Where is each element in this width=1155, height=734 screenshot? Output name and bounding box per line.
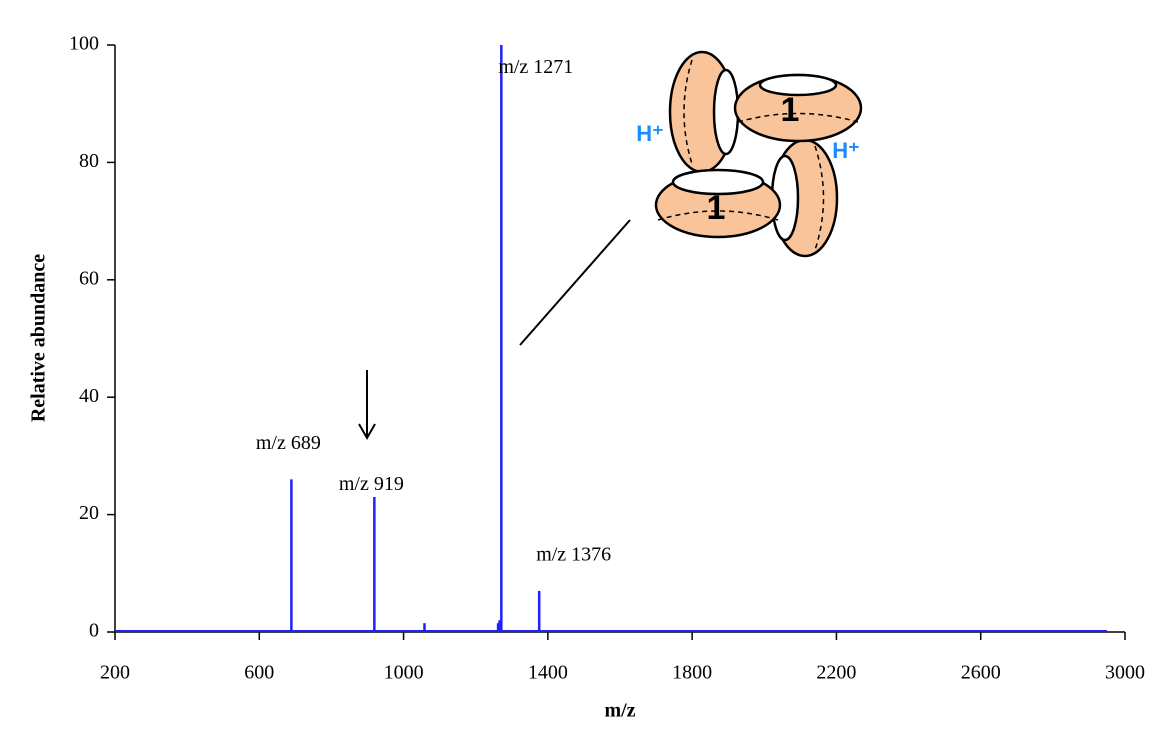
y-tick-label: 60 <box>79 267 99 289</box>
peak-annotation: m/z 919 <box>339 473 404 495</box>
inset-label: 1 <box>781 91 800 129</box>
x-tick-label: 2600 <box>961 662 1001 684</box>
x-tick-label: 1800 <box>672 662 712 684</box>
x-axis-title: m/z <box>604 700 635 722</box>
x-tick-label: 2200 <box>816 662 856 684</box>
x-tick-label: 1000 <box>384 662 424 684</box>
y-tick-label: 40 <box>79 385 99 407</box>
y-tick-label: 20 <box>79 502 99 524</box>
x-tick-label: 3000 <box>1105 662 1145 684</box>
y-tick-label: 0 <box>89 620 99 642</box>
inset-label: 1 <box>707 189 726 227</box>
peak-annotation: m/z 689 <box>256 432 321 454</box>
x-tick-label: 1400 <box>528 662 568 684</box>
y-tick-label: 80 <box>79 150 99 172</box>
x-tick-label: 600 <box>244 662 274 684</box>
inset-diagram <box>654 50 863 258</box>
y-axis-title: Relative abundance <box>28 254 50 422</box>
callout-line <box>519 219 631 346</box>
inset-label: H⁺ <box>636 121 664 146</box>
inset-label: H⁺ <box>832 138 860 163</box>
y-tick-label: 100 <box>69 33 99 55</box>
arrow <box>358 370 376 441</box>
x-tick-label: 200 <box>100 662 130 684</box>
peak-annotation: m/z 1271 <box>498 56 573 78</box>
peak-annotation: m/z 1376 <box>536 543 611 565</box>
